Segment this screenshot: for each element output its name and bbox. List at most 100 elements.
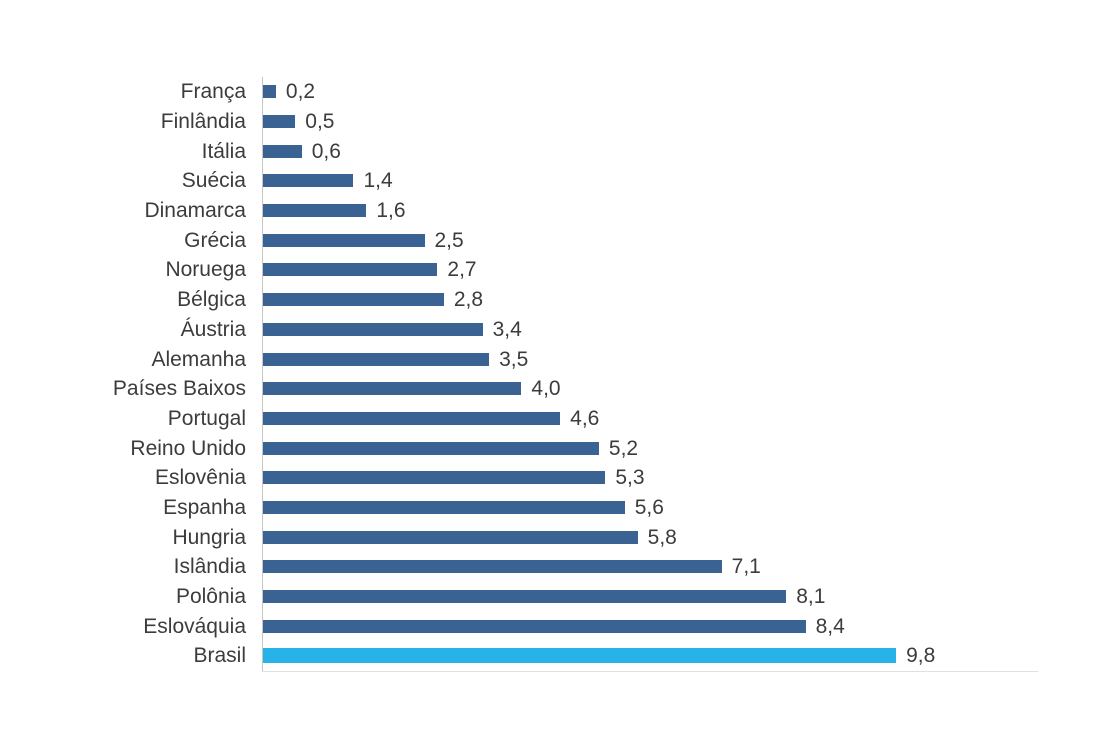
chart-row: Islândia 7,1 [0, 552, 960, 582]
bar-track: 0,6 [262, 136, 909, 167]
bar [263, 85, 276, 99]
chart-row: Dinamarca 1,6 [0, 195, 960, 226]
value-label: 3,5 [499, 347, 529, 371]
value-label: 5,6 [634, 495, 664, 519]
bar-track: 7,1 [262, 552, 909, 582]
value-label: 2,5 [434, 228, 464, 252]
value-label: 0,6 [311, 139, 341, 163]
bar [263, 471, 606, 485]
bar [263, 233, 425, 247]
category-label: Áustria [180, 317, 246, 341]
category-label: Polônia [175, 585, 246, 609]
bar-track: 4,6 [262, 403, 909, 434]
value-label: 4,6 [570, 406, 600, 430]
bar-track: 0,2 [262, 77, 909, 107]
category-label: Bélgica [177, 288, 246, 312]
bar-track: 4,0 [262, 373, 909, 404]
value-label: 2,7 [447, 258, 477, 282]
category-label: Portugal [167, 406, 246, 430]
chart-row: Reino Unido 5,2 [0, 433, 960, 463]
bar [263, 115, 296, 129]
bar-track: 0,5 [262, 106, 909, 137]
chart-row: Bélgica 2,8 [0, 284, 960, 315]
value-label: 8,1 [796, 585, 826, 609]
bar [263, 174, 354, 188]
category-label: Hungria [172, 525, 246, 549]
bar-chart: França 0,2 Finlândia 0,5 Itália 0,6 Suécia 1,4 D… [0, 77, 960, 671]
category-label: Itália [201, 139, 246, 163]
category-label: Dinamarca [144, 199, 246, 223]
bar-track: 8,1 [262, 581, 909, 612]
bar-highlighted [263, 648, 897, 664]
category-label: Países Baixos [112, 377, 246, 401]
bar-track: 1,4 [262, 166, 909, 196]
value-label: 5,8 [647, 525, 677, 549]
bar-track: 9,8 [262, 641, 935, 671]
bar [263, 619, 806, 633]
chart-row: Noruega 2,7 [0, 255, 960, 285]
chart-row: Países Baixos 4,0 [0, 373, 960, 404]
bar [263, 441, 599, 455]
category-label: Suécia [181, 169, 246, 193]
category-label: Reino Unido [130, 436, 246, 460]
category-label: Finlândia [160, 110, 246, 134]
bar-track: 2,8 [262, 284, 909, 315]
bar [263, 322, 483, 336]
bar [263, 382, 522, 396]
category-label: França [180, 80, 246, 104]
chart-row: Hungria 5,8 [0, 522, 960, 552]
chart-row: Eslovênia 5,3 [0, 462, 960, 493]
bar-track: 5,6 [262, 492, 909, 523]
bar [263, 352, 490, 366]
bar-track: 1,6 [262, 195, 909, 226]
value-label: 1,4 [363, 169, 393, 193]
x-axis-line [262, 671, 1038, 672]
chart-row: Brasil 9,8 [0, 641, 960, 671]
value-label: 5,2 [608, 436, 639, 460]
value-label: 5,3 [615, 466, 645, 490]
chart-row: Espanha 5,6 [0, 492, 960, 523]
bar [263, 263, 438, 277]
bar [263, 144, 302, 158]
category-label: Eslováquia [143, 614, 246, 638]
category-label: Alemanha [151, 347, 246, 371]
bar [263, 530, 638, 544]
category-label: Noruega [165, 258, 246, 282]
value-label: 1,6 [376, 199, 406, 223]
bar-track: 5,2 [262, 433, 909, 463]
chart-row: Polônia 8,1 [0, 581, 960, 612]
category-label: Brasil [193, 644, 246, 668]
chart-row: Finlândia 0,5 [0, 106, 960, 137]
chart-row: Portugal 4,6 [0, 403, 960, 434]
chart-row: França 0,2 [0, 77, 960, 107]
chart-row: Alemanha 3,5 [0, 344, 960, 374]
bar-track: 3,4 [262, 314, 909, 345]
value-label: 3,4 [492, 317, 522, 341]
value-label: 9,8 [906, 644, 936, 668]
value-label: 8,4 [815, 614, 845, 638]
value-label: 4,0 [531, 377, 561, 401]
bar [263, 560, 722, 574]
chart-rows: França 0,2 Finlândia 0,5 Itália 0,6 Suécia 1,4 D… [0, 77, 960, 671]
bar-track: 3,5 [262, 344, 909, 374]
category-label: Islândia [173, 555, 246, 579]
category-label: Espanha [163, 495, 246, 519]
bar-track: 5,8 [262, 522, 909, 552]
category-label: Grécia [184, 228, 246, 252]
bar [263, 590, 787, 604]
bar [263, 204, 367, 218]
chart-row: Áustria 3,4 [0, 314, 960, 345]
bar-track: 5,3 [262, 462, 909, 493]
chart-row: Eslováquia 8,4 [0, 611, 960, 642]
chart-row: Suécia 1,4 [0, 166, 960, 196]
chart-row: Grécia 2,5 [0, 225, 960, 256]
category-label: Eslovênia [154, 466, 246, 490]
bar [263, 411, 561, 425]
bar-track: 2,7 [262, 255, 909, 285]
value-label: 0,2 [285, 80, 316, 104]
bar [263, 293, 444, 307]
chart-row: Itália 0,6 [0, 136, 960, 167]
bar-track: 2,5 [262, 225, 909, 256]
value-label: 7,1 [731, 555, 761, 579]
